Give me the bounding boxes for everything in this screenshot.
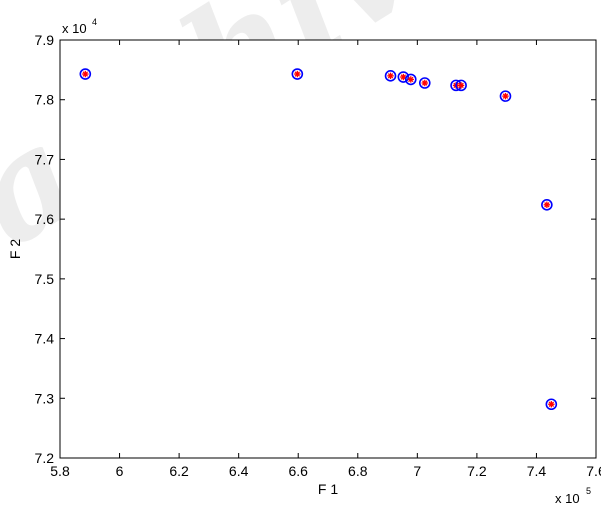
x-multiplier-exponent: 5 [586,486,591,496]
y-tick-label: 7.4 [35,331,55,347]
x-axis-label: F 1 [318,481,338,497]
y-tick-label: 7.9 [35,32,55,48]
data-point [291,68,304,80]
x-tick-label: 6.2 [169,463,189,479]
y-tick-label: 7.7 [35,151,55,167]
x-tick-label: 6.4 [229,463,249,479]
x-tick-label: 6.6 [288,463,308,479]
y-tick-label: 7.2 [35,450,55,466]
x-axis: 5.8 6 6.2 6.4 6.6 6.8 7 7.2 7.4 7.6 [50,40,601,479]
x-multiplier-label: x 10 [555,491,580,506]
data-point [499,90,512,102]
x-tick-label: 7.6 [586,463,601,479]
data-point [397,71,410,83]
y-tick-label: 7.3 [35,390,55,406]
y-tick-label: 7.6 [35,211,55,227]
data-point [418,77,431,89]
y-multiplier-exponent: 4 [92,17,97,27]
data-point [384,70,397,82]
data-point [541,199,553,211]
x-tick-label: 7 [413,463,421,479]
x-tick-label: 6 [116,463,124,479]
data-series [79,68,558,411]
x-tick-label: 7.2 [467,463,487,479]
data-point [404,73,417,86]
y-tick-label: 7.8 [35,92,55,108]
y-tick-label: 7.5 [35,271,55,287]
data-point [455,79,467,92]
y-axis-label: F 2 [7,239,23,259]
y-multiplier-label: x 10 [62,21,87,36]
x-tick-label: 7.4 [527,463,547,479]
x-tick-label: 5.8 [50,463,70,479]
data-point [79,68,92,80]
plot-area [59,39,597,459]
data-point [545,398,558,411]
x-tick-label: 6.8 [348,463,368,479]
y-axis: 7.2 7.3 7.4 7.5 7.6 7.7 7.8 7.9 [35,32,596,466]
